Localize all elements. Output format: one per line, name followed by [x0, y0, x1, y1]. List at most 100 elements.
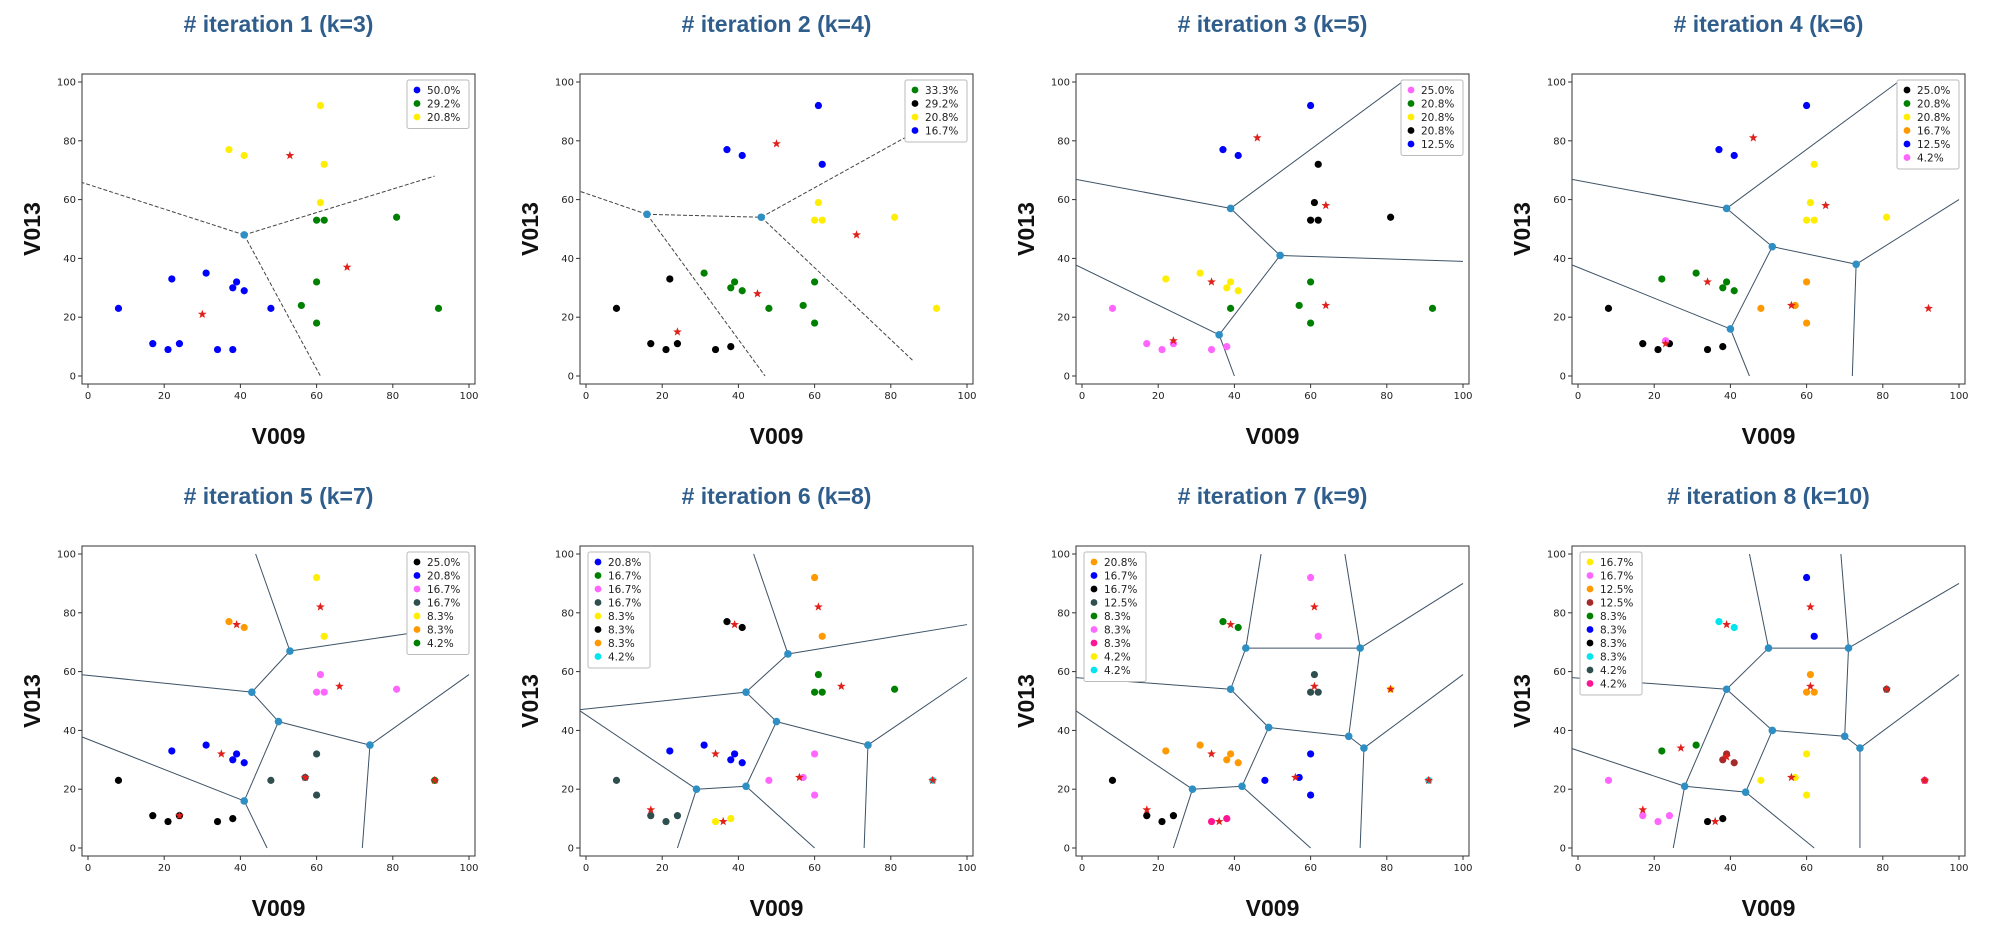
chart-title: # iteration 8 (k=10) — [1667, 483, 1870, 509]
data-point — [673, 812, 682, 820]
data-point — [818, 688, 826, 696]
data-point — [727, 284, 735, 292]
voronoi-edge — [1729, 328, 1750, 377]
x-tick-label: 0 — [583, 391, 589, 402]
chart-title: # iteration 5 (k=7) — [184, 483, 374, 509]
legend-label: 4.2% — [1600, 678, 1627, 690]
voronoi-edge — [1363, 674, 1464, 749]
data-point — [149, 340, 157, 348]
data-point — [662, 817, 670, 826]
legend-label: 4.2% — [1917, 152, 1944, 164]
voronoi-edges — [1076, 553, 1464, 849]
legend-marker — [1586, 585, 1594, 593]
centroid-marker — [430, 775, 440, 785]
data-point — [240, 623, 248, 632]
legend-marker — [1903, 140, 1911, 148]
data-point — [1730, 151, 1738, 160]
centroid-marker — [1321, 300, 1331, 310]
legend: 25.0%20.8%20.8%16.7%12.5%4.2% — [1896, 79, 1960, 170]
legend-label: 25.0% — [427, 557, 460, 569]
legend-marker — [413, 86, 421, 94]
voronoi-edges — [82, 553, 470, 849]
legend: 20.8%16.7%16.7%16.7%8.3%8.3%8.3%4.2% — [587, 551, 651, 669]
y-tick-label: 80 — [1057, 608, 1070, 619]
legend-label: 29.2% — [427, 98, 460, 110]
data-point — [1719, 756, 1727, 764]
data-point — [1219, 618, 1227, 626]
y-tick-label: 20 — [561, 785, 574, 796]
legend: 25.0%20.8%20.8%20.8%12.5% — [1400, 79, 1464, 156]
voronoi-edge — [1851, 264, 1857, 377]
y-tick-label: 80 — [1553, 608, 1566, 619]
legend-marker — [413, 558, 421, 566]
voronoi-vertex — [1768, 242, 1777, 251]
y-tick-label: 80 — [561, 608, 574, 619]
data-point — [1803, 750, 1811, 758]
voronoi-edge — [1230, 647, 1247, 690]
legend-label: 4.2% — [608, 651, 635, 663]
voronoi-edge — [1684, 785, 1746, 793]
centroid-marker — [1169, 336, 1178, 345]
legend-marker — [1903, 86, 1911, 94]
legend-marker — [1407, 113, 1415, 121]
legend: 16.7%16.7%12.5%12.5%8.3%8.3%8.3%8.3%4.2%… — [1579, 551, 1643, 696]
y-tick-label: 60 — [1057, 667, 1070, 678]
data-point — [225, 146, 233, 154]
centroid-marker — [730, 620, 739, 629]
voronoi-edge — [1726, 647, 1769, 690]
legend-label: 20.8% — [427, 112, 460, 124]
data-point — [811, 573, 819, 582]
data-point — [1803, 791, 1811, 799]
legend-label: 8.3% — [427, 624, 454, 636]
y-tick-label: 60 — [1553, 667, 1566, 678]
centroid-marker — [1321, 200, 1331, 210]
legend-label: 25.0% — [1421, 85, 1454, 97]
y-axis-label: V013 — [517, 674, 543, 728]
data-point — [313, 319, 321, 327]
legend-marker — [413, 585, 421, 593]
legend-frame — [406, 551, 470, 655]
chart-title: # iteration 6 (k=8) — [682, 483, 872, 509]
y-tick-label: 0 — [70, 372, 76, 383]
voronoi-edge — [1359, 748, 1365, 849]
data-point — [175, 340, 184, 348]
data-point — [1234, 151, 1242, 160]
data-point — [232, 750, 241, 758]
data-point — [313, 216, 321, 224]
legend-label: 8.3% — [608, 624, 635, 636]
legend-label: 12.5% — [1600, 597, 1633, 609]
y-tick-label: 20 — [1553, 785, 1566, 796]
centroid-marker — [1806, 681, 1815, 690]
data-point — [814, 198, 823, 207]
voronoi-edge — [82, 674, 252, 693]
x-tick-label: 80 — [386, 391, 399, 402]
voronoi-edge — [1230, 81, 1403, 209]
voronoi-edge — [1192, 785, 1243, 790]
data-point — [1307, 101, 1315, 110]
voronoi-vertex — [1356, 644, 1364, 652]
legend-marker — [1586, 599, 1594, 606]
y-tick-label: 20 — [1057, 785, 1070, 796]
legend-label: 16.7% — [427, 584, 460, 596]
data-point — [1806, 198, 1815, 207]
x-tick-label: 20 — [1648, 863, 1661, 874]
data-point — [1665, 812, 1674, 820]
x-tick-label: 60 — [1800, 863, 1813, 874]
voronoi-edge — [1772, 729, 1845, 737]
legend-marker — [1407, 140, 1415, 148]
legend-label: 8.3% — [1104, 638, 1131, 650]
legend-label: 20.8% — [1917, 98, 1950, 110]
data-point — [313, 750, 321, 758]
voronoi-edge — [580, 190, 648, 215]
y-tick-label: 80 — [561, 136, 574, 147]
voronoi-vertex — [692, 785, 701, 793]
x-tick-label: 0 — [85, 863, 91, 874]
y-tick-label: 100 — [1547, 78, 1566, 89]
centroid-marker — [1638, 805, 1648, 814]
data-point — [818, 632, 826, 640]
centroid-marker — [1722, 620, 1731, 629]
x-tick-label: 80 — [1876, 391, 1889, 402]
data-point — [168, 747, 176, 755]
voronoi-vertex — [757, 213, 766, 222]
centroid-marker — [1787, 772, 1796, 782]
